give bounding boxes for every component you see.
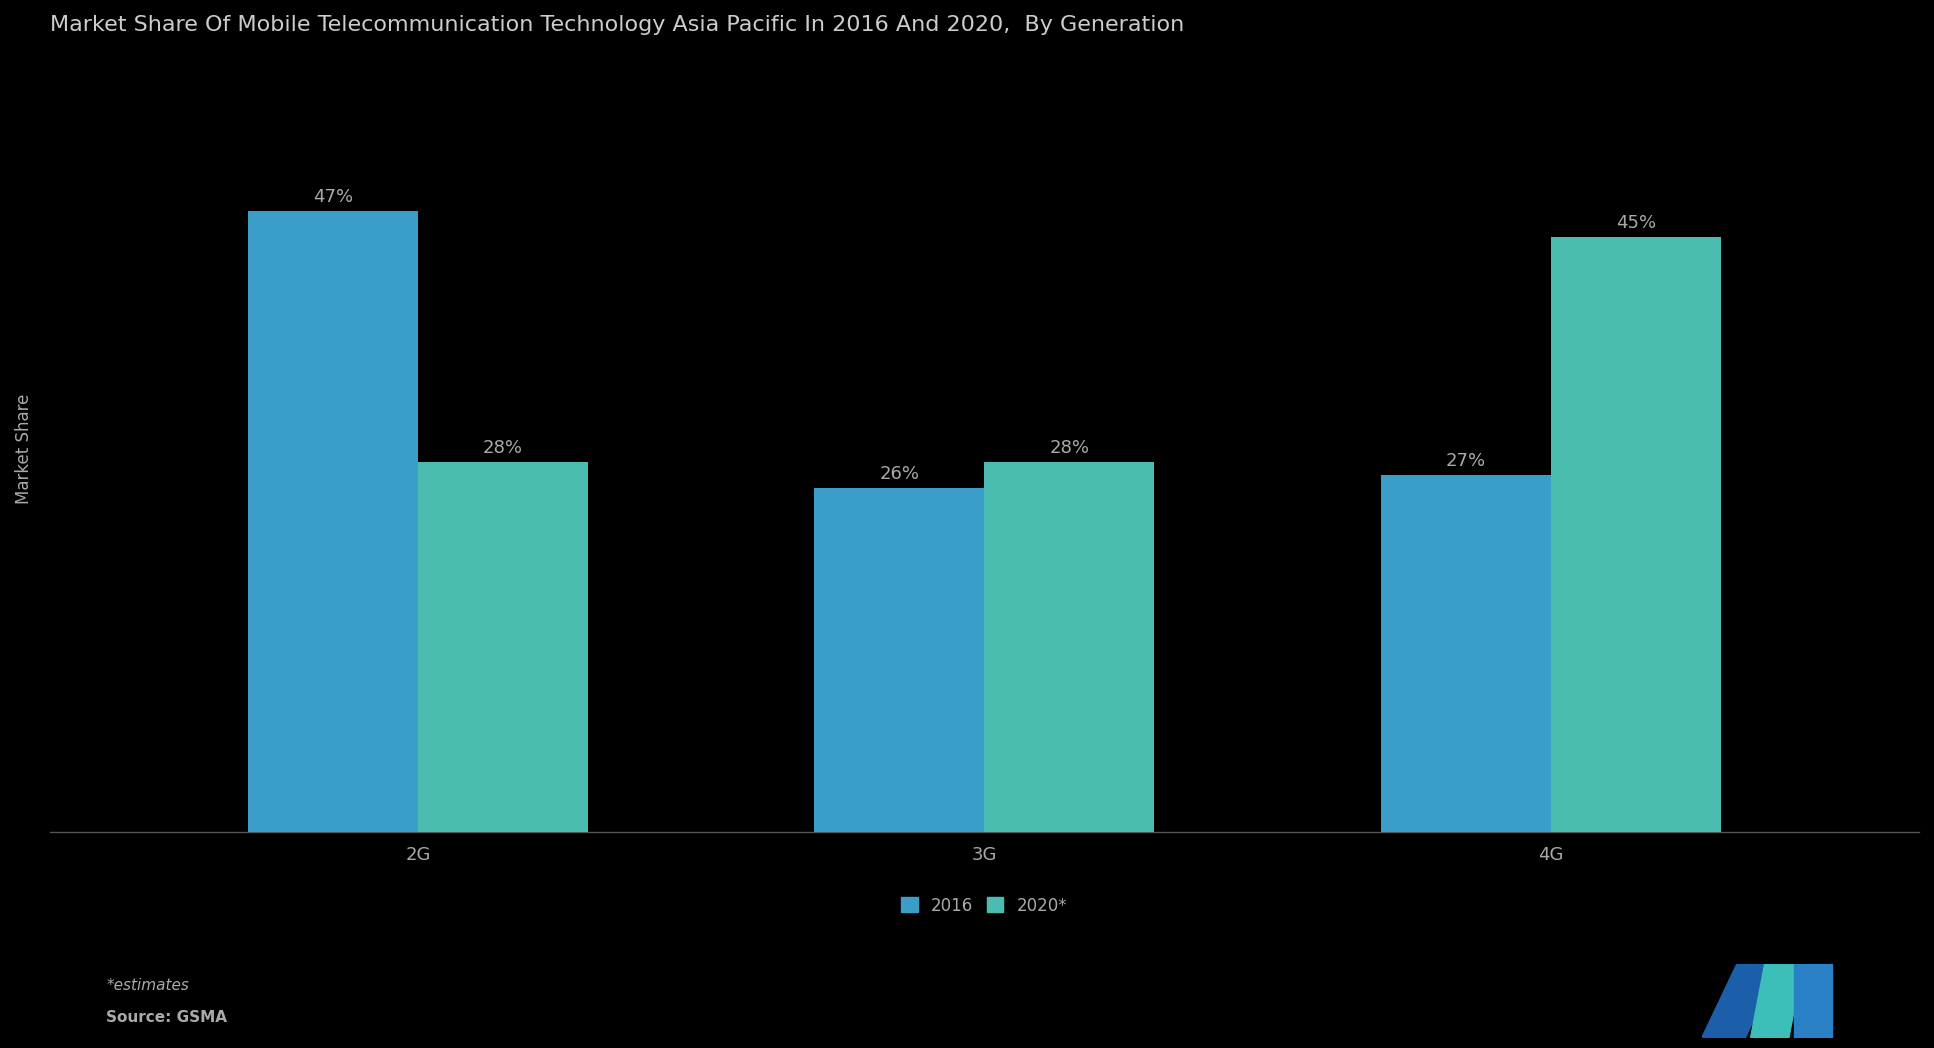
Text: *estimates: *estimates [106,979,190,994]
Text: 45%: 45% [1615,214,1656,232]
Text: 26%: 26% [880,465,919,483]
Polygon shape [1795,964,1833,1038]
Text: 28%: 28% [1050,439,1089,457]
Bar [248,211,418,832]
Polygon shape [1702,964,1781,1038]
Bar [418,462,588,832]
Legend: 2016, 2020*: 2016, 2020* [894,889,1075,923]
Text: Source: GSMA: Source: GSMA [106,1010,228,1025]
Bar [1381,475,1551,832]
Bar [984,462,1155,832]
Text: Market Share Of Mobile Telecommunication Technology Asia Pacific In 2016 And 202: Market Share Of Mobile Telecommunication… [50,15,1184,35]
Bar [1551,238,1721,832]
Text: 27%: 27% [1447,452,1485,470]
Y-axis label: Market Share: Market Share [15,393,33,504]
Text: 47%: 47% [313,188,354,205]
Bar [814,488,984,832]
Text: 28%: 28% [484,439,522,457]
Polygon shape [1750,964,1802,1038]
